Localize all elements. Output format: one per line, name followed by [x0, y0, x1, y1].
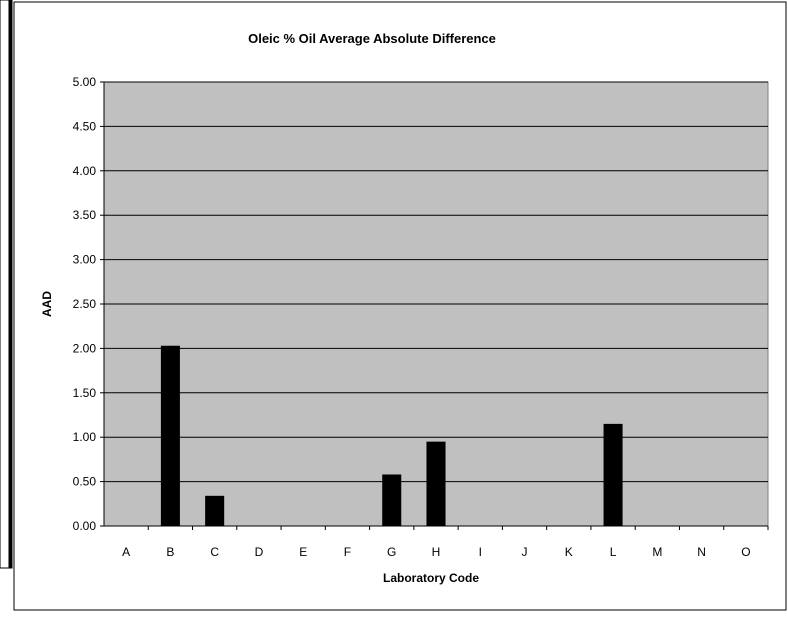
x-tick-label: L: [610, 545, 617, 559]
x-tick-label: A: [122, 545, 130, 559]
y-tick-label: 1.00: [73, 430, 97, 444]
bars: [160, 345, 623, 526]
bar-h: [426, 441, 446, 526]
x-tick-label: M: [652, 545, 662, 559]
x-tick-label: G: [387, 545, 396, 559]
x-tick-label: F: [344, 545, 351, 559]
y-tick-label: 2.50: [73, 297, 97, 311]
y-tick-label: 0.00: [73, 519, 97, 533]
x-tick-label: O: [741, 545, 750, 559]
left-edge-artifact: [0, 0, 13, 569]
y-tick-label: 1.50: [73, 386, 97, 400]
y-axis-ticks: 0.00 0.50 1.00 1.50 2.00 2.50 3.00 3.50 4.00 4.50…: [73, 75, 104, 533]
x-tick-label: D: [255, 545, 264, 559]
x-tick-label: I: [479, 545, 482, 559]
y-tick-label: 5.00: [73, 75, 97, 89]
bar-c: [205, 495, 225, 526]
y-tick-label: 3.50: [73, 208, 97, 222]
chart-title: Oleic % Oil Average Absolute Difference: [248, 31, 496, 46]
x-tick-label: K: [565, 545, 573, 559]
x-tick-label: C: [210, 545, 219, 559]
x-tick-label: J: [522, 545, 528, 559]
x-tick-label: E: [299, 545, 307, 559]
bar-b: [160, 345, 180, 526]
bar-l: [603, 423, 623, 526]
x-tick-label: H: [432, 545, 441, 559]
x-tick-label: N: [697, 545, 706, 559]
x-axis-label: Laboratory Code: [383, 571, 479, 585]
y-tick-label: 0.50: [73, 475, 97, 489]
x-tick-label: B: [166, 545, 174, 559]
y-tick-label: 4.50: [73, 119, 97, 133]
bar-g: [382, 474, 402, 526]
y-tick-label: 3.00: [73, 253, 97, 267]
y-tick-label: 4.00: [73, 164, 97, 178]
y-axis-label: AAD: [40, 291, 54, 317]
x-axis-ticks: A B C D E F G H I J K L M N O: [122, 526, 769, 559]
y-tick-label: 2.00: [73, 341, 97, 355]
